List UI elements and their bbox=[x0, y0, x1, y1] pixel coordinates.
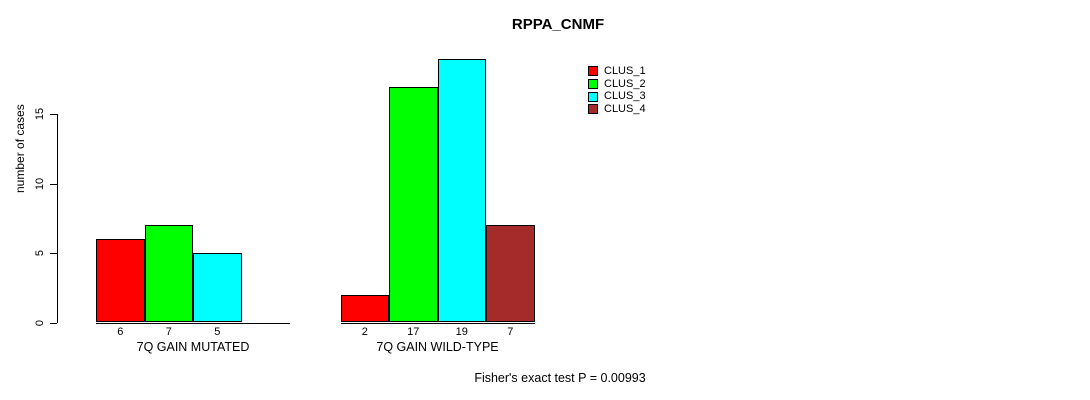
y-tick-label: 0 bbox=[34, 319, 46, 326]
x-baseline bbox=[96, 322, 290, 324]
bar-clus_3-group2 bbox=[437, 58, 486, 323]
x-baseline bbox=[340, 322, 535, 324]
y-tick-label: 5 bbox=[34, 250, 46, 257]
legend: CLUS_1 CLUS_2 CLUS_3 CLUS_4 bbox=[588, 65, 646, 116]
bar-clus_4-group2 bbox=[486, 225, 535, 323]
bar-clus_3-group1 bbox=[193, 253, 242, 323]
bar-value-label: 6 bbox=[117, 326, 124, 338]
bar-clus_1-group2 bbox=[340, 294, 389, 323]
stat-annotation: Fisher's exact test P = 0.00993 bbox=[474, 371, 646, 385]
y-tick-mark bbox=[49, 183, 57, 185]
legend-item-clus-4: CLUS_4 bbox=[588, 103, 646, 116]
chart-title: RPPA_CNMF bbox=[511, 16, 605, 33]
legend-swatch-clus-2 bbox=[588, 79, 598, 90]
group-label: 7Q GAIN WILD-TYPE bbox=[376, 340, 499, 354]
group-label: 7Q GAIN MUTATED bbox=[136, 340, 250, 354]
legend-item-clus-1: CLUS_1 bbox=[588, 65, 646, 78]
legend-swatch-clus-4 bbox=[588, 104, 598, 115]
legend-label-clus-4: CLUS_4 bbox=[604, 102, 646, 115]
y-tick-mark bbox=[49, 114, 57, 116]
bar-value-label: 7 bbox=[507, 326, 514, 338]
bar-value-label: 7 bbox=[165, 326, 172, 338]
bar-value-label: 17 bbox=[407, 326, 420, 338]
bar-clus_2-group1 bbox=[144, 225, 193, 323]
legend-item-clus-3: CLUS_3 bbox=[588, 90, 646, 103]
bar-clus_1-group1 bbox=[96, 239, 145, 323]
legend-item-clus-2: CLUS_2 bbox=[588, 78, 646, 91]
y-axis-line bbox=[56, 114, 58, 324]
legend-swatch-clus-1 bbox=[588, 66, 598, 77]
bar-value-label: 19 bbox=[455, 326, 468, 338]
bar-value-label: 5 bbox=[214, 326, 221, 338]
y-tick-mark bbox=[49, 253, 57, 255]
y-tick-label: 15 bbox=[34, 108, 46, 121]
legend-swatch-clus-3 bbox=[588, 91, 598, 102]
y-tick-label: 10 bbox=[34, 177, 46, 190]
legend-label-clus-1: CLUS_1 bbox=[604, 64, 646, 77]
legend-label-clus-3: CLUS_3 bbox=[604, 90, 646, 103]
bar-value-label: 2 bbox=[361, 326, 368, 338]
bar-clus_2-group2 bbox=[389, 86, 438, 323]
legend-label-clus-2: CLUS_2 bbox=[604, 77, 646, 90]
y-tick-mark bbox=[49, 322, 57, 324]
